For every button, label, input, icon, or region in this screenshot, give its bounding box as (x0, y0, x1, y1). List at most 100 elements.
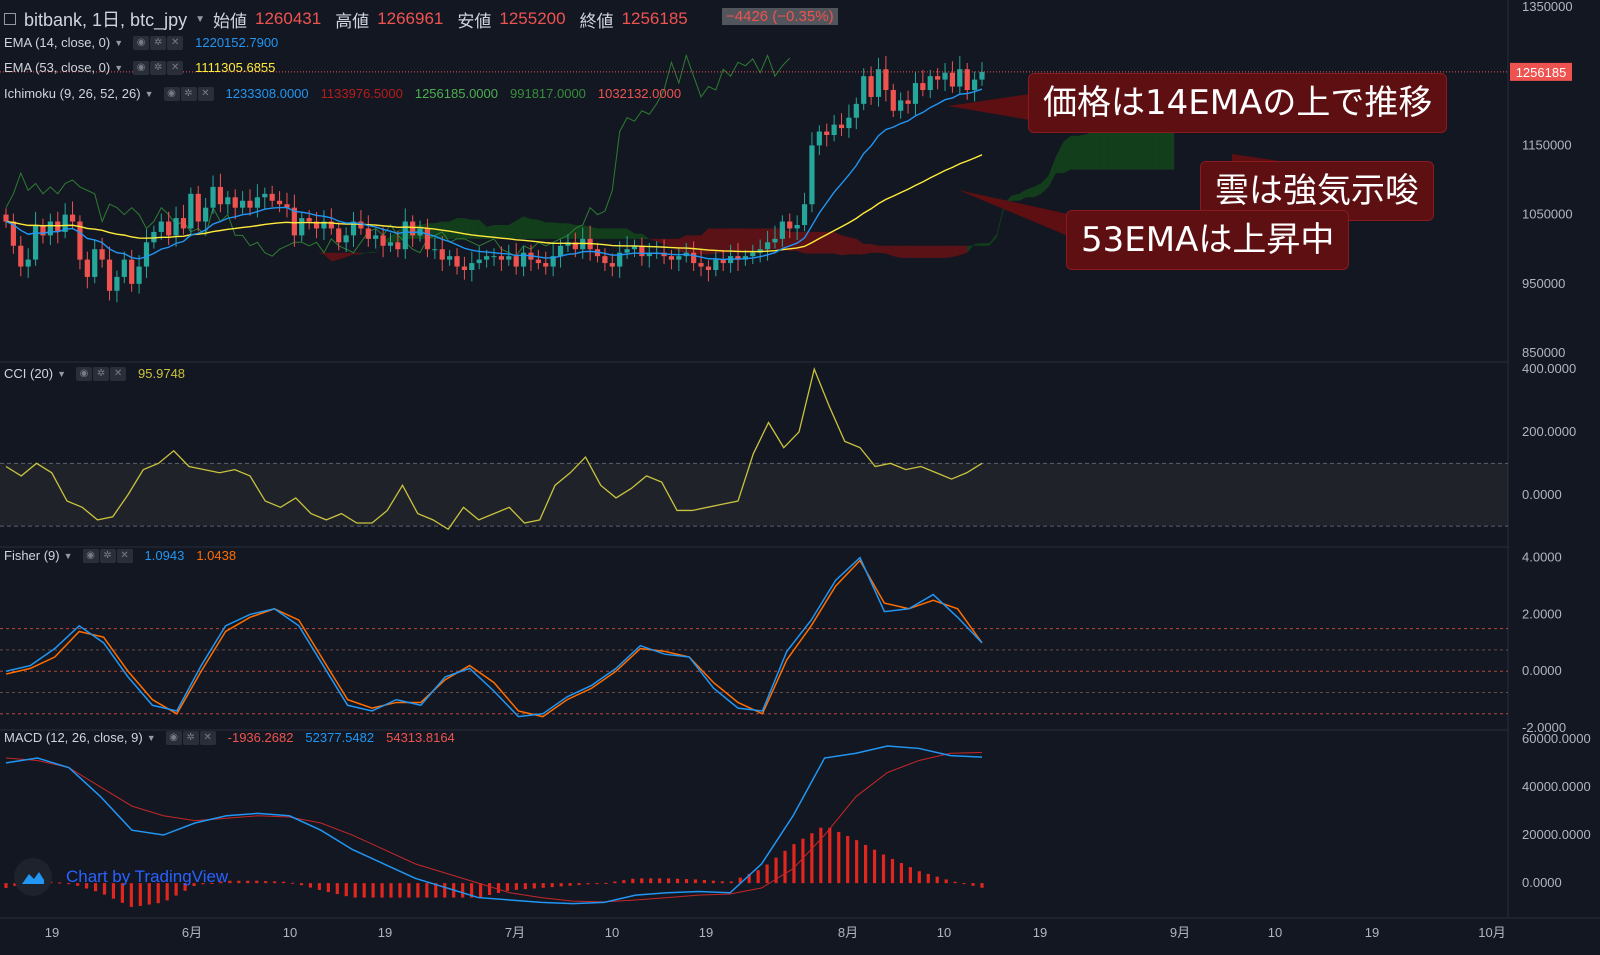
legend-ichimoku[interactable]: Ichimoku (9, 26, 52, 26) ▼ ◉ ✲ ✕ 1233308.00… (4, 86, 687, 101)
low-value: 1255200 (499, 9, 566, 28)
fisher-line (5, 556, 983, 718)
high-value: 1266961 (377, 9, 444, 28)
gear-icon[interactable]: ✲ (150, 35, 167, 50)
macd-hist-bar (613, 881, 617, 884)
callout-pointer (948, 94, 1030, 120)
macd-hist-bar (58, 882, 62, 884)
cci-line (5, 367, 983, 531)
macd-hist-bar (819, 827, 823, 884)
macd-hist-bar (684, 879, 689, 884)
candle-body (276, 200, 283, 205)
legend-macd[interactable]: MACD (12, 26, close, 9) ▼ ◉ ✲ ✕ -1936.2682 … (4, 730, 461, 745)
chevron-down-icon[interactable]: ▼ (114, 37, 124, 48)
candle-body (883, 69, 889, 90)
candle-body (106, 259, 113, 291)
candle-body (927, 76, 933, 90)
candle-body (735, 256, 741, 260)
time-tick-label: 19 (1365, 925, 1379, 940)
candle-body (920, 83, 926, 90)
candle-body (898, 100, 904, 111)
cloud-bullish-segment (1085, 132, 1093, 170)
symbol-name[interactable]: bitbank, 1日, btc_jpy (24, 10, 188, 30)
legend-cci[interactable]: CCI (20) ▼ ◉ ✲ ✕ 95.9748 (4, 366, 191, 381)
cloud-bullish-segment (530, 218, 539, 239)
candle-body (262, 193, 268, 198)
ichimoku-value-4: 991817.0000 (510, 86, 586, 101)
macd-hist-bar (702, 879, 707, 884)
close-icon[interactable]: ✕ (116, 548, 133, 563)
close-icon[interactable]: ✕ (199, 730, 216, 745)
eye-icon[interactable]: ◉ (76, 366, 93, 381)
macd-hist-bar (640, 878, 644, 884)
chevron-down-icon[interactable]: ▼ (57, 368, 67, 379)
eye-icon[interactable]: ◉ (133, 35, 150, 50)
candle-body (535, 259, 541, 264)
fisher-value-2: 1.0438 (196, 548, 237, 563)
ema14-line (5, 88, 983, 261)
eye-icon[interactable]: ◉ (133, 60, 150, 75)
eye-icon[interactable]: ◉ (163, 86, 180, 101)
ichimoku-value-5: 1032132.0000 (597, 86, 682, 101)
candle-body (410, 221, 416, 236)
macd-hist-bar (210, 882, 214, 884)
ema14-name: EMA (14, close, 0) (4, 35, 111, 50)
cloud-bearish-segment (656, 238, 665, 245)
chevron-down-icon[interactable]: ▼ (144, 88, 154, 99)
candle-body (639, 245, 645, 257)
cloud-bullish-segment (1122, 125, 1130, 170)
collapse-square-icon[interactable] (4, 13, 16, 25)
gear-icon[interactable]: ✲ (150, 60, 167, 75)
chevron-down-icon[interactable]: ▼ (114, 62, 124, 73)
cloud-bearish-segment (723, 228, 731, 253)
gear-icon[interactable]: ✲ (93, 366, 110, 381)
tradingview-watermark[interactable]: Chart by TradingView (14, 858, 228, 896)
legend-fisher[interactable]: Fisher (9) ▼ ◉ ✲ ✕ 1.0943 1.0438 (4, 548, 242, 563)
close-icon[interactable]: ✕ (110, 366, 127, 381)
cloud-bullish-segment (604, 228, 613, 239)
cci-tick-label: 0.0000 (1522, 487, 1562, 502)
fisher-tick-label: 4.0000 (1522, 550, 1562, 565)
close-icon[interactable]: ✕ (167, 35, 184, 50)
close-icon[interactable]: ✕ (197, 86, 214, 101)
gear-icon[interactable]: ✲ (99, 548, 116, 563)
legend-ema53[interactable]: EMA (53, close, 0) ▼ ◉ ✲ ✕ 1111305.6855 (4, 60, 281, 75)
cloud-bullish-segment (538, 219, 546, 239)
eye-icon[interactable]: ◉ (165, 730, 182, 745)
macd-hist-bar (102, 883, 107, 895)
chevron-down-icon[interactable]: ▼ (146, 732, 156, 743)
chevron-down-icon[interactable]: ▼ (195, 13, 205, 25)
macd-hist-bar (792, 844, 796, 884)
candle-body (779, 221, 785, 239)
cloud-bearish-segment (856, 238, 864, 255)
macd-hist-bar (523, 883, 527, 890)
cloud-bullish-segment (1055, 141, 1064, 174)
tradingview-logo-icon (14, 858, 52, 896)
cloud-bearish-segment (346, 252, 354, 258)
cloud-bearish-segment (745, 228, 753, 253)
macd-hist-bar (532, 883, 536, 889)
macd-hist-bar (720, 881, 724, 884)
candle-body (964, 69, 970, 90)
cloud-bullish-segment (582, 225, 591, 239)
candle-body (631, 245, 638, 250)
candle-body (32, 225, 39, 260)
chevron-down-icon[interactable]: ▼ (63, 550, 73, 561)
close-icon[interactable]: ✕ (167, 60, 184, 75)
macd-hist-bar (308, 883, 313, 888)
eye-icon[interactable]: ◉ (82, 548, 99, 563)
legend-ema14[interactable]: EMA (14, close, 0) ▼ ◉ ✲ ✕ 1220152.7900 (4, 35, 284, 50)
macd-hist-bar (470, 883, 474, 898)
candle-body (77, 221, 83, 260)
candle-body (84, 259, 90, 277)
gear-icon[interactable]: ✲ (180, 86, 197, 101)
time-tick-label: 9月 (1170, 925, 1190, 940)
candle-body (846, 117, 852, 129)
candle-body (905, 100, 911, 104)
gear-icon[interactable]: ✲ (182, 730, 199, 745)
candle-body (291, 207, 297, 236)
macd-hist-bar (604, 882, 608, 884)
candle-body (62, 214, 68, 232)
macd-tick-label: 20000.0000 (1522, 827, 1591, 842)
